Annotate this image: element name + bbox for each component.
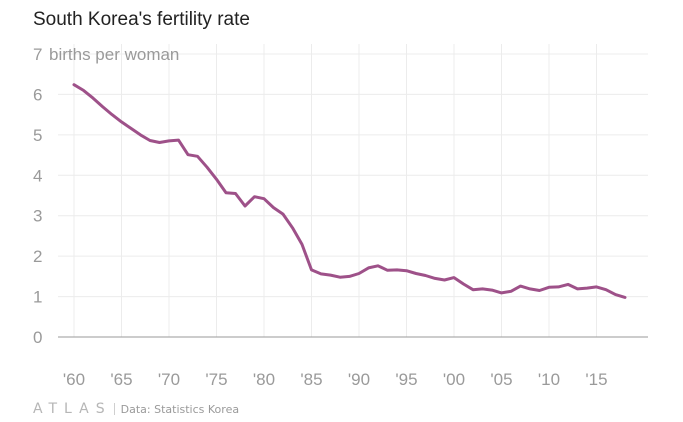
y-tick-label: 6 — [33, 85, 42, 104]
x-tick-label: '85 — [300, 370, 322, 389]
x-tick-label: '70 — [158, 370, 180, 389]
y-tick-label: 4 — [33, 166, 42, 185]
x-tick-label: '10 — [538, 370, 560, 389]
y-tick-label: 3 — [33, 207, 42, 226]
x-tick-label: '05 — [490, 370, 512, 389]
x-tick-label: '75 — [205, 370, 227, 389]
chart-footer: ATLAS Data: Statistics Korea — [33, 401, 239, 417]
fertility-line-chart: 0 1 2 3 4 5 6 7 births per woman '60 '65 '70 '75 '80 '… — [33, 44, 648, 389]
x-tick-label: '65 — [110, 370, 132, 389]
y-tick-label: 0 — [33, 328, 42, 347]
x-tick-label: '60 — [63, 370, 85, 389]
source-note: Data: Statistics Korea — [120, 402, 240, 416]
atlas-logo: ATLAS — [33, 401, 112, 417]
fertility-series-line — [72, 83, 627, 299]
x-tick-label: '90 — [348, 370, 370, 389]
footer-divider — [113, 403, 115, 415]
x-tick-label: '95 — [395, 370, 417, 389]
x-tick-label: '15 — [585, 370, 607, 389]
y-tick-label: 7 — [33, 45, 42, 64]
y-tick-label: 1 — [33, 288, 42, 307]
x-tick-label: '80 — [253, 370, 275, 389]
chart-title: South Korea's fertility rate — [33, 9, 250, 30]
y-unit-label: births per woman — [49, 45, 179, 64]
y-tick-label: 2 — [33, 247, 42, 266]
y-tick-label: 5 — [33, 126, 42, 145]
x-tick-label: '00 — [443, 370, 465, 389]
